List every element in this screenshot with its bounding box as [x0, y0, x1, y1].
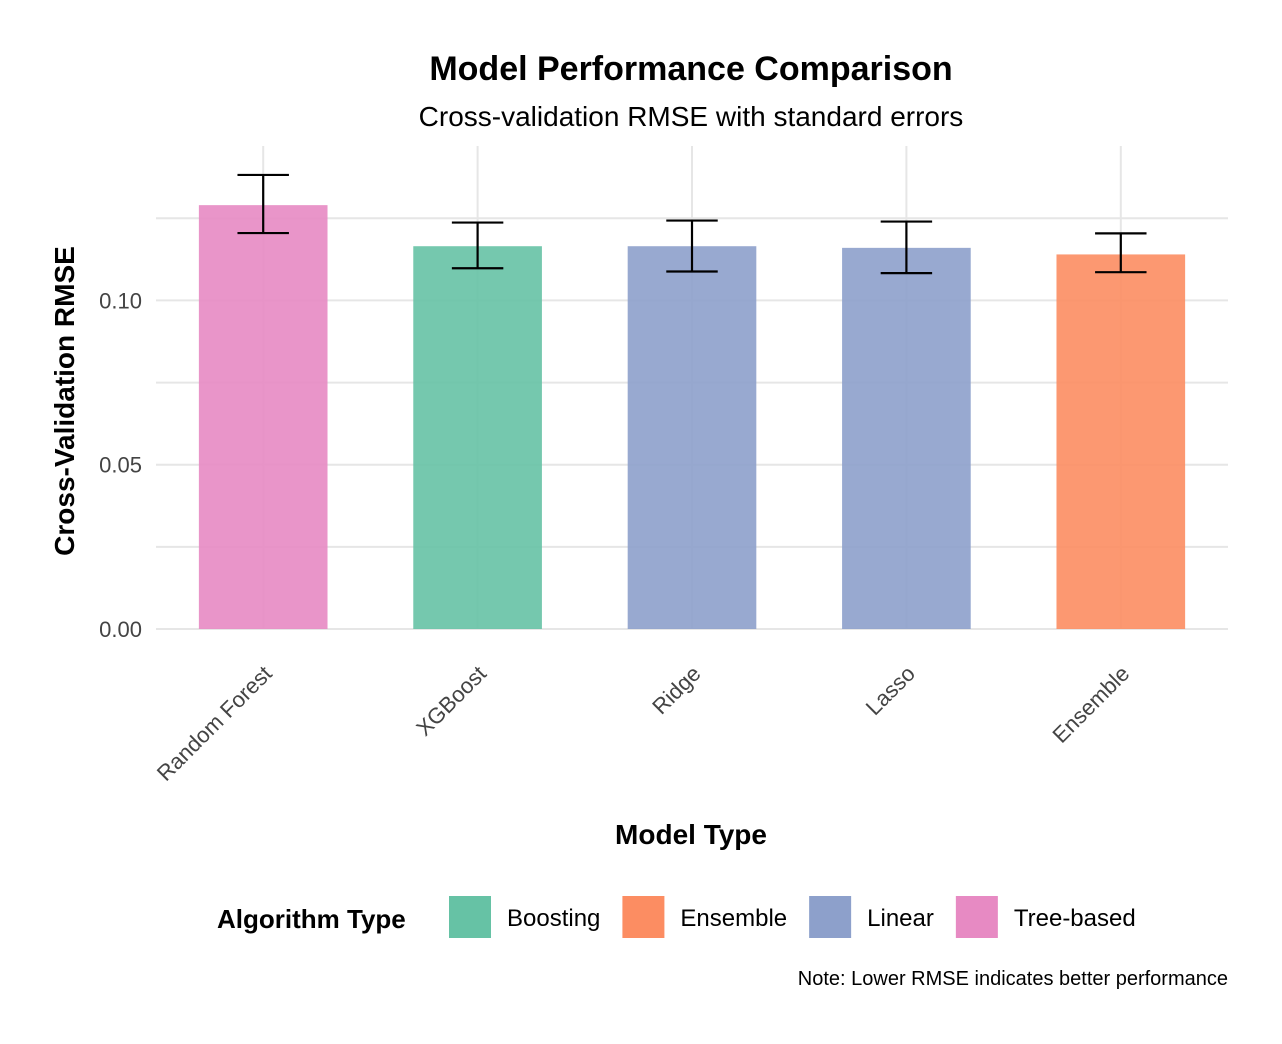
chart-subtitle: Cross-validation RMSE with standard erro…	[419, 101, 964, 132]
legend-item-ensemble: Ensemble	[622, 896, 787, 938]
error-bar	[880, 220, 933, 275]
legend-item-tree-based: Tree-based	[955, 896, 1136, 938]
x-axis-ticks: Random Forest XGBoost Ridge Lasso Ensemble	[152, 661, 1134, 786]
x-tick-label: Ridge	[647, 661, 705, 719]
legend-swatch	[622, 896, 665, 938]
error-bar	[451, 221, 504, 270]
y-tick-label: 0.10	[99, 288, 142, 313]
legend-swatch	[809, 896, 852, 938]
x-tick-label: XGBoost	[411, 661, 491, 741]
bar-ensemble	[1056, 254, 1186, 629]
legend: Algorithm Type Boosting Ensemble Linear Tre…	[217, 896, 1136, 938]
legend-item-boosting: Boosting	[449, 896, 600, 938]
legend-label: Tree-based	[1014, 905, 1136, 932]
legend-swatch	[955, 896, 998, 938]
bar-xgboost	[413, 246, 542, 629]
x-tick-label: Ensemble	[1047, 661, 1134, 748]
y-axis-title: Cross-Validation RMSE	[49, 246, 80, 556]
error-bar	[237, 173, 289, 235]
legend-label: Ensemble	[680, 905, 787, 932]
legend-swatch	[449, 896, 491, 938]
bar-ridge	[627, 246, 757, 629]
chart-caption: Note: Lower RMSE indicates better perfor…	[798, 968, 1228, 990]
y-axis-ticks: 0.00 0.05 0.10	[99, 288, 142, 642]
error-bar	[666, 219, 718, 273]
legend-label: Linear	[867, 905, 934, 932]
chart-title: Model Performance Comparison	[429, 50, 952, 88]
bar-lasso	[842, 247, 971, 629]
x-tick-label: Random Forest	[152, 661, 277, 786]
error-bar	[1095, 232, 1147, 274]
bar-random-forest	[198, 205, 328, 629]
bars	[198, 205, 1186, 629]
legend-item-linear: Linear	[809, 896, 934, 938]
y-tick-label: 0.05	[99, 453, 142, 478]
y-tick-label: 0.00	[99, 617, 142, 642]
legend-title: Algorithm Type	[217, 904, 406, 934]
error-bars	[237, 173, 1147, 275]
x-axis-title: Model Type	[615, 819, 767, 850]
legend-label: Boosting	[507, 905, 600, 932]
x-tick-label: Lasso	[861, 661, 920, 720]
